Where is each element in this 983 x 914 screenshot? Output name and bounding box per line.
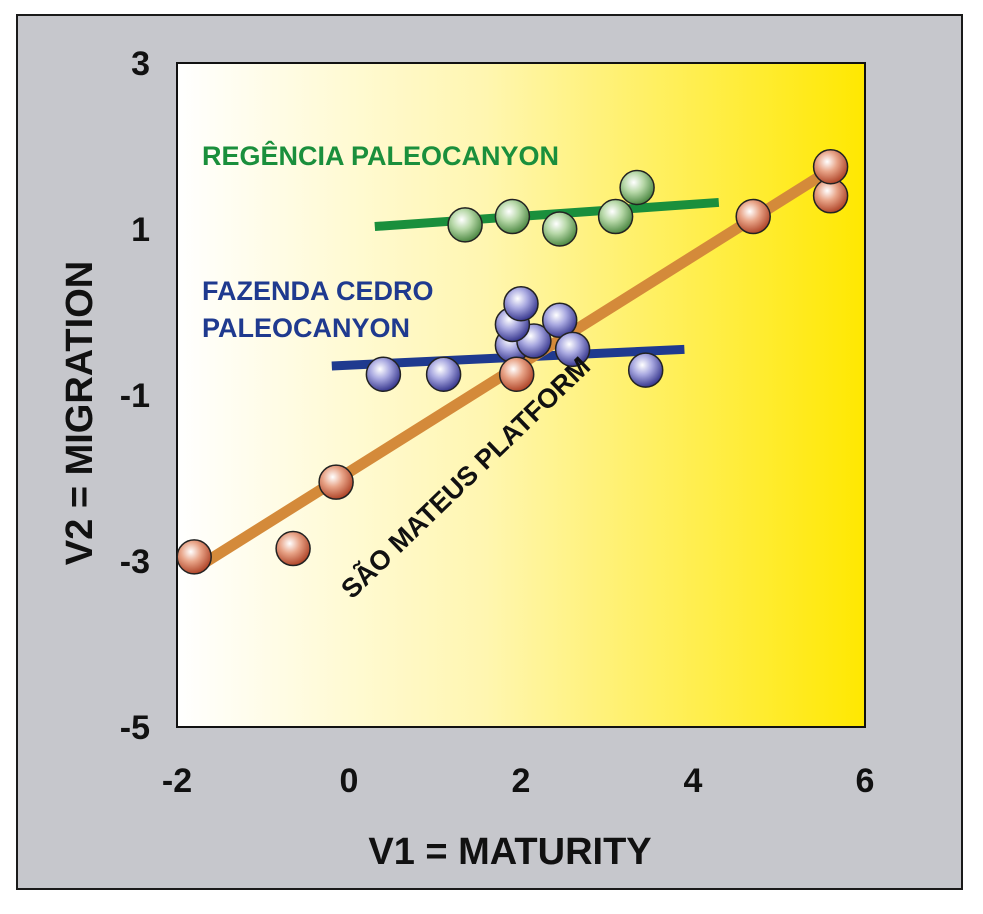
x-tick-label: 2 (512, 762, 531, 800)
y-tick-label: -5 (120, 709, 150, 747)
series-label-fazenda-line: PALEOCANYON (202, 313, 410, 343)
data-points (176, 149, 849, 575)
series-label-fazenda: FAZENDA CEDRO PALEOCANYON (202, 276, 434, 343)
y-tick-label: 3 (131, 45, 150, 83)
x-tick-label: 0 (340, 762, 359, 800)
plot-area (176, 62, 866, 728)
data-point-series-2 (735, 198, 771, 235)
x-tick-label: 4 (684, 762, 703, 800)
data-point-series-2 (318, 464, 354, 500)
data-point-series-1 (554, 331, 591, 368)
y-tick-label: 1 (131, 211, 150, 249)
y-tick-label: -1 (120, 377, 150, 415)
data-point-series-1 (365, 356, 402, 392)
series-label-fazenda-line: FAZENDA CEDRO (202, 276, 434, 306)
y-axis-title: V2 = MIGRATION (59, 261, 101, 565)
x-tick-label: 6 (856, 762, 875, 800)
data-point-series-0 (597, 198, 634, 235)
data-point-series-1 (425, 356, 462, 392)
y-axis-ticks: 3 1 -1 -3 -5 (120, 45, 150, 747)
trend-line-series-0 (374, 197, 720, 231)
data-point-series-0 (541, 211, 578, 247)
x-axis-ticks: -2 0 2 4 6 (162, 762, 875, 800)
data-point-series-2 (176, 539, 212, 575)
data-point-series-0 (619, 169, 655, 206)
data-point-series-1 (503, 285, 539, 322)
x-tick-label: -2 (162, 762, 192, 800)
data-point-series-2 (812, 149, 849, 185)
series-label-regencia: REGÊNCIA PALEOCANYON (202, 140, 559, 171)
data-point-series-0 (447, 207, 483, 243)
data-point-series-2 (498, 356, 535, 392)
data-point-series-1 (627, 352, 664, 388)
data-point-series-0 (494, 198, 531, 235)
data-point-series-2 (275, 530, 311, 567)
y-tick-label: -3 (120, 543, 150, 581)
x-axis-title: V1 = MATURITY (368, 831, 651, 873)
